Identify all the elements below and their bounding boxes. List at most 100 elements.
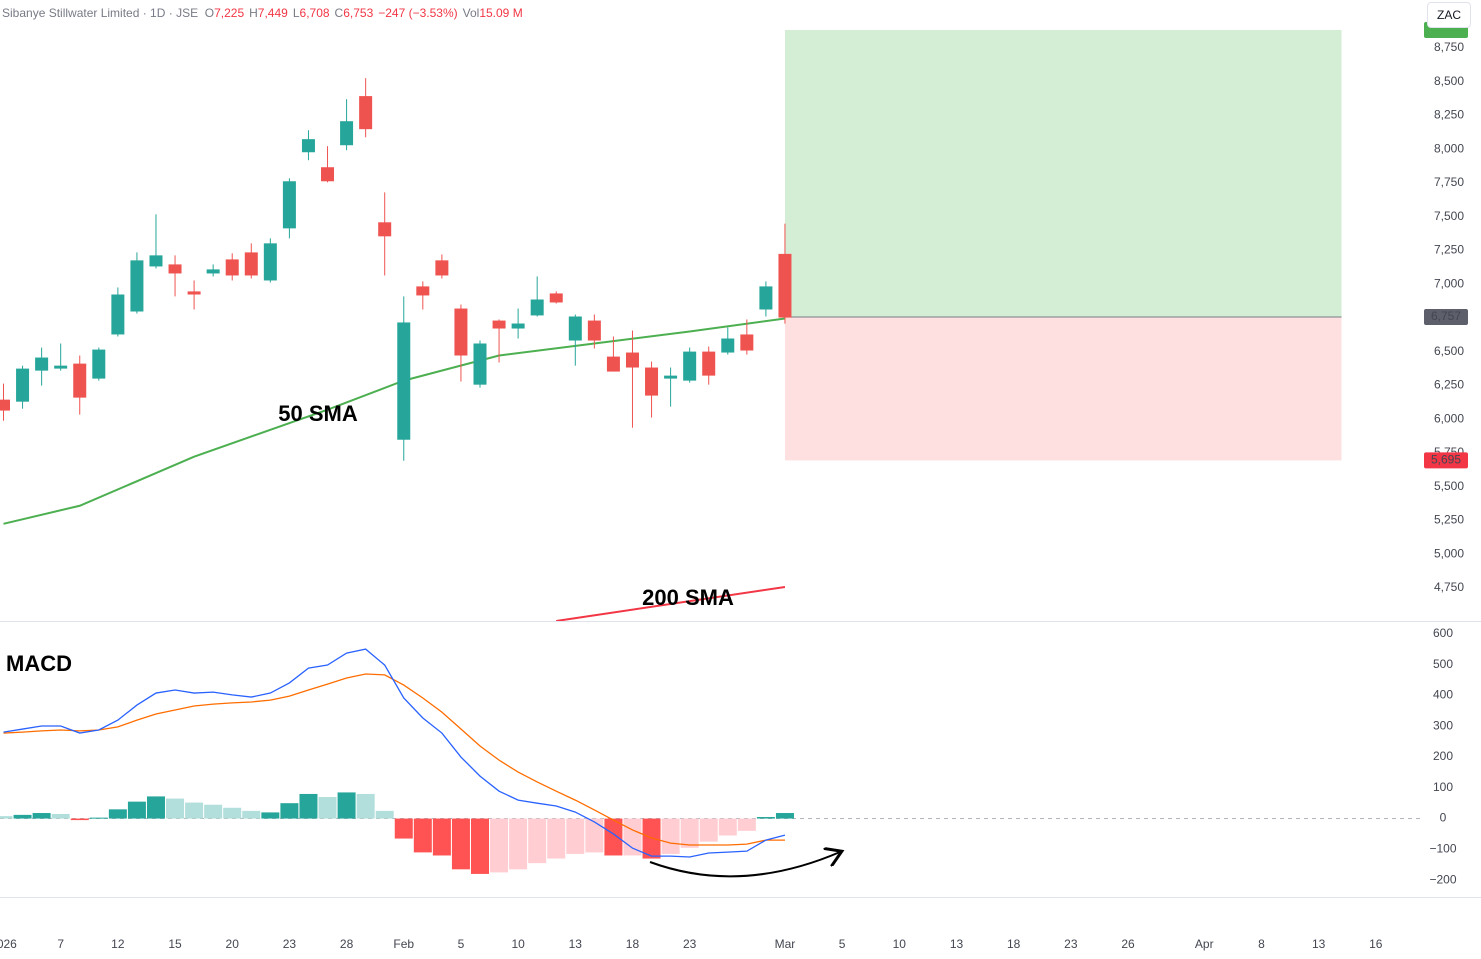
stop-label: 5,695 [1431,453,1461,467]
target-zone [784,29,1342,318]
x-tick-label: 7 [57,937,64,951]
candle-body [568,316,582,341]
x-tick-label: 23 [683,937,697,951]
x-tick-label: 13 [569,937,583,951]
histogram-bar [13,814,32,819]
currency-button[interactable]: ZAC [1427,2,1471,28]
histogram-bar [718,818,737,836]
x-tick-label: 20 [226,937,240,951]
y-tick-label: 5,500 [1434,479,1464,493]
x-tick-label: 18 [1007,937,1021,951]
candle-body [301,139,315,153]
y-tick-label: 300 [1433,718,1453,732]
y-tick-label: 500 [1433,657,1453,671]
candle-body [321,167,335,182]
header: Sibanye Stillwater Limited · 1D · JSE O7… [2,6,528,20]
y-tick-label: 400 [1433,688,1453,702]
candle-body [16,368,30,402]
candle-body [378,222,392,237]
x-tick-label: 13 [1312,937,1326,951]
histogram-bar [242,810,261,819]
entry-label-box [1424,309,1468,326]
candle-body [625,352,639,368]
y-tick-label: 8,500 [1434,74,1464,88]
histogram-bar [0,816,13,819]
histogram-bar [604,818,623,856]
x-tick-label: 23 [283,937,297,951]
y-tick-label: 5,250 [1434,513,1464,527]
x-tick-label: 28 [340,937,354,951]
candle-body [530,299,544,316]
entry-label: 6,757 [1431,309,1461,323]
histogram-bar [299,793,318,819]
field-value: 6,753 [343,6,374,20]
field-value: 7,449 [257,6,288,20]
histogram-bar [70,818,89,821]
histogram-bar [699,818,718,842]
histogram-bar [89,817,108,819]
axes: 4,7505,0005,2505,5005,7506,0006,2506,500… [0,21,1468,951]
histogram-bar [509,818,528,870]
candle-body [73,363,87,398]
y-tick-label: 200 [1433,749,1453,763]
candle-body [473,343,487,385]
candle-body [111,294,125,335]
candle-body [740,334,754,351]
x-tick-label: 18 [626,937,640,951]
histogram-bar [471,818,489,874]
candle-body [130,260,144,312]
y-tick-label: 0 [1440,811,1447,825]
candle-body [149,255,163,267]
y-tick-label: 6,500 [1434,344,1464,358]
histogram-bar [566,818,585,854]
candle-body [683,351,697,381]
field-key: C [334,6,344,20]
histogram-bar [585,818,604,853]
arrow [649,852,840,878]
histogram-bar [490,818,509,873]
x-tick-label: 26 [1121,937,1135,951]
candle-body [702,351,716,376]
candle-body [244,252,258,276]
field-value: 7,225 [214,6,245,20]
histogram-bar [661,818,680,854]
histogram-bar [756,817,775,819]
candle-body [454,308,468,356]
y-tick-label: 7,500 [1434,209,1464,223]
histogram-bar [223,807,242,819]
x-tick-label: 16 [1369,937,1383,951]
y-tick-label: 7,250 [1434,243,1464,257]
candle-body [664,375,678,379]
histogram-bar [127,801,146,819]
histogram-bar [318,797,337,819]
y-tick-label: 7,000 [1434,276,1464,290]
histogram-bar [375,810,394,819]
x-tick-label: 2026 [0,937,17,951]
histogram-bar [528,818,547,864]
macd-line [3,648,786,858]
y-tick-label: −100 [1429,841,1456,855]
field-key: H [249,6,258,20]
x-tick-label: 5 [839,937,846,951]
histogram-bar [413,818,432,853]
macd-title: MACD [6,651,72,676]
y-tick-label: 6,000 [1434,411,1464,425]
histogram-bar [51,813,70,819]
x-tick-label: 15 [168,937,182,951]
histogram-bar [356,793,375,819]
price-pane [0,29,1342,621]
candle-body [721,338,735,353]
histogram-bar [394,818,413,839]
y-tick-label: 4,750 [1434,580,1464,594]
x-tick-label: 13 [950,937,964,951]
histogram-bar [146,796,165,819]
candle-body [0,399,10,411]
x-tick-label: Feb [393,937,414,951]
y-tick-label: 600 [1433,626,1453,640]
histogram-bar [547,818,566,859]
candle-body [416,286,430,296]
histogram-bar [108,809,127,819]
field-key: O [204,6,215,20]
histogram-bar [32,813,51,819]
